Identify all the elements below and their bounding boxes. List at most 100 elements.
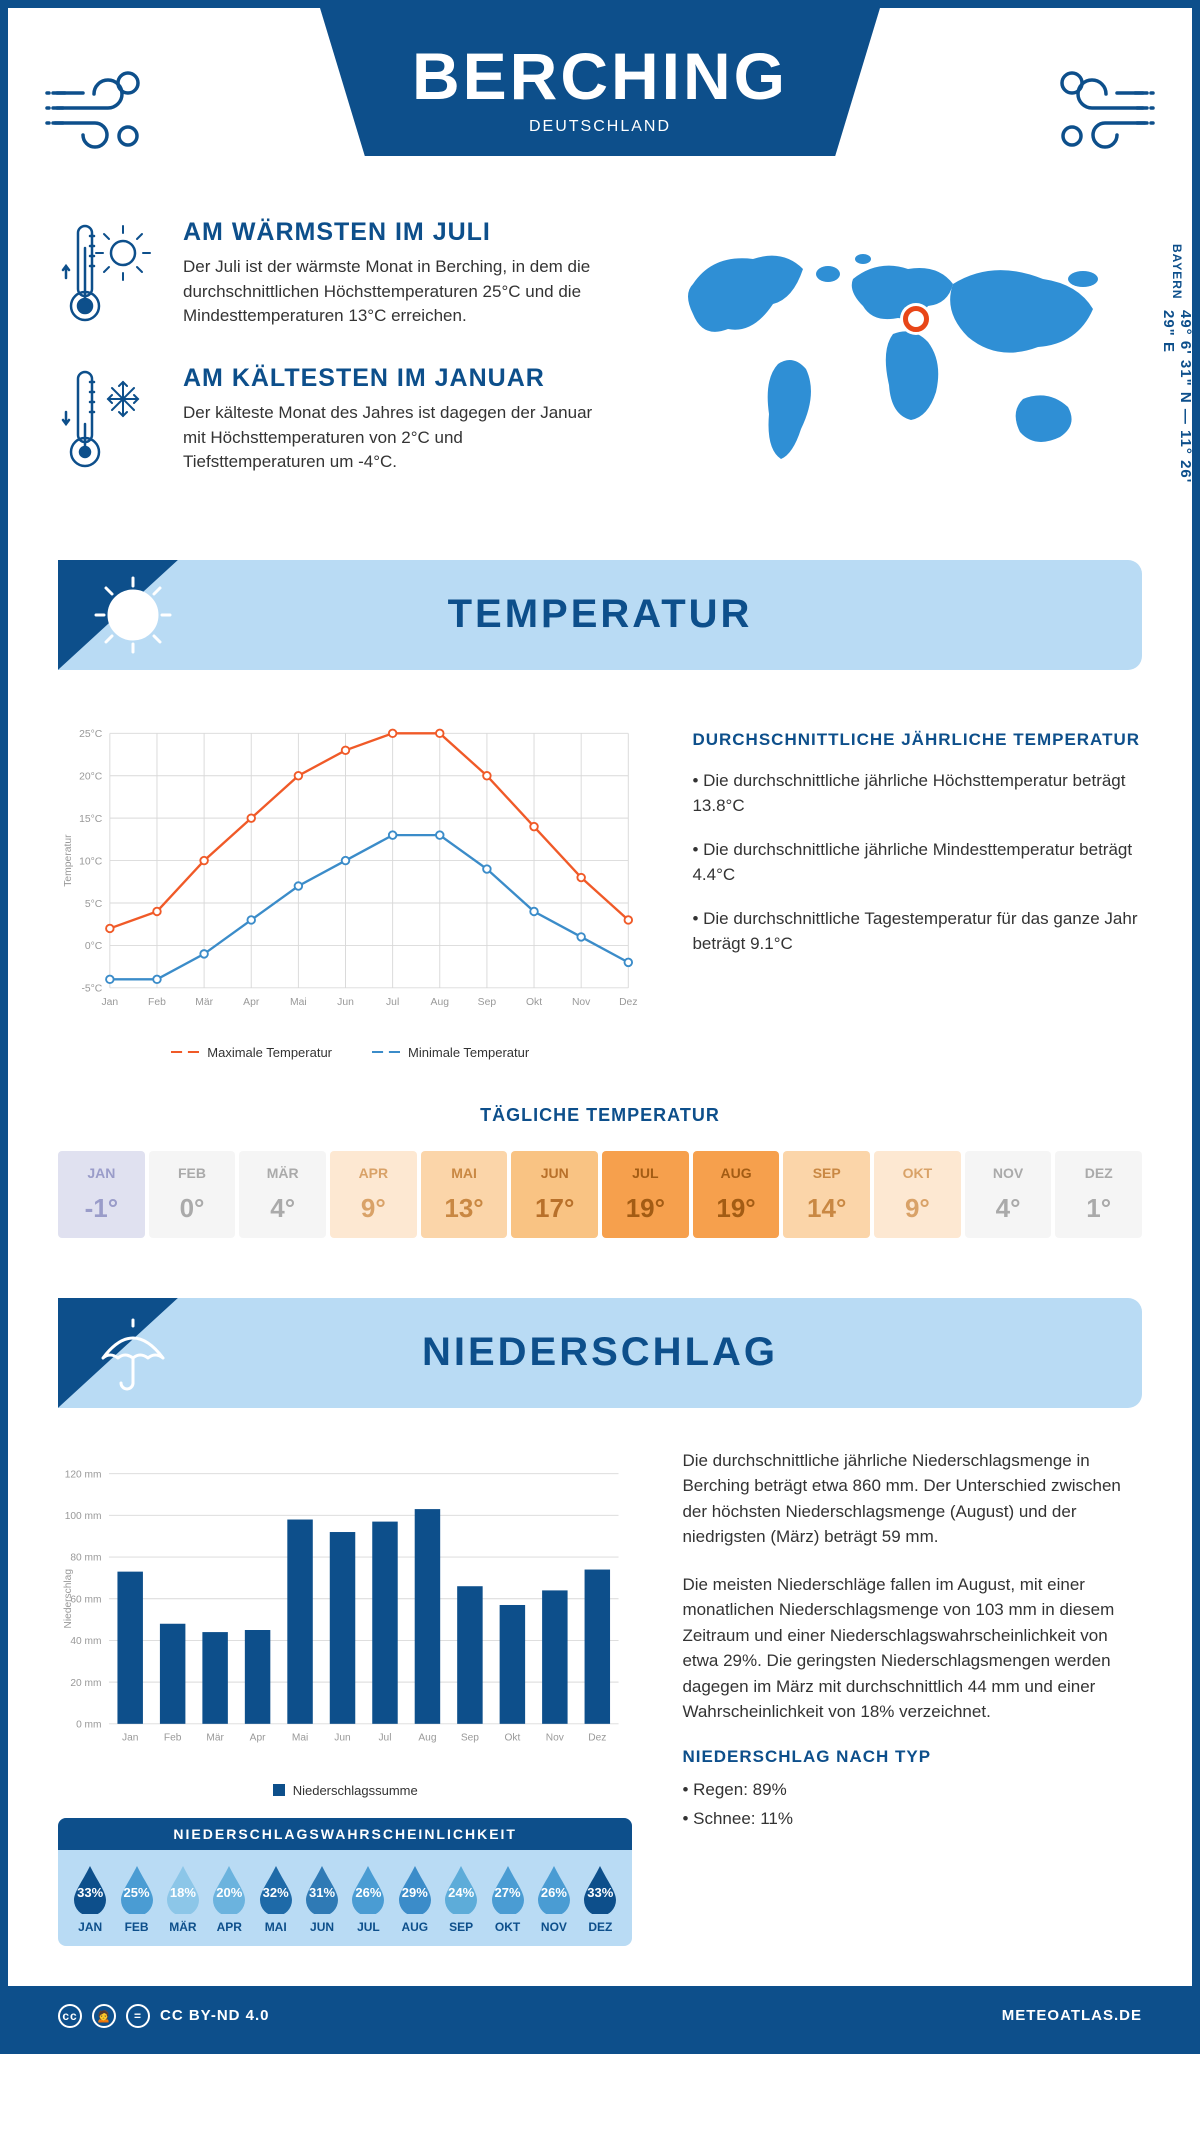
temperature-line-chart: -5°C0°C5°C10°C15°C20°C25°CJanFebMärAprMa… xyxy=(58,710,642,1060)
svg-text:10°C: 10°C xyxy=(79,856,103,867)
map-marker xyxy=(903,306,929,332)
precip-text: Die durchschnittliche jährliche Niedersc… xyxy=(682,1448,1142,1550)
raindrop-icon: 18% xyxy=(163,1864,203,1914)
city-title: BERCHING xyxy=(410,38,790,114)
svg-text:0 mm: 0 mm xyxy=(76,1719,101,1730)
cc-icon: cc xyxy=(58,2004,82,2028)
svg-text:Jul: Jul xyxy=(378,1732,391,1743)
svg-text:Mai: Mai xyxy=(290,997,307,1008)
nd-icon: = xyxy=(126,2004,150,2028)
prob-heading: NIEDERSCHLAGSWAHRSCHEINLICHKEIT xyxy=(58,1818,632,1850)
daily-temp-cell: JUN17° xyxy=(511,1151,598,1238)
daily-temp-heading: TÄGLICHE TEMPERATUR xyxy=(8,1105,1192,1126)
svg-text:Jan: Jan xyxy=(101,997,118,1008)
temp-avg-heading: DURCHSCHNITTLICHE JÄHRLICHE TEMPERATUR xyxy=(692,730,1142,750)
prob-cell: 20%APR xyxy=(207,1864,251,1934)
prob-cell: 33%DEZ xyxy=(578,1864,622,1934)
svg-text:Okt: Okt xyxy=(504,1732,520,1743)
raindrop-icon: 32% xyxy=(256,1864,296,1914)
prob-cell: 18%MÄR xyxy=(161,1864,205,1934)
fact-cold-title: AM KÄLTESTEN IM JANUAR xyxy=(183,364,605,393)
daily-temp-cell: SEP14° xyxy=(783,1151,870,1238)
raindrop-icon: 26% xyxy=(534,1864,574,1914)
svg-text:0°C: 0°C xyxy=(85,941,103,952)
svg-text:60 mm: 60 mm xyxy=(70,1594,101,1605)
daily-temp-cell: AUG19° xyxy=(693,1151,780,1238)
svg-text:Niederschlag: Niederschlag xyxy=(63,1569,74,1629)
title-ribbon: BERCHING DEUTSCHLAND xyxy=(320,8,880,156)
svg-text:5°C: 5°C xyxy=(85,899,103,910)
prob-cell: 26%JUL xyxy=(346,1864,390,1934)
fact-warm-title: AM WÄRMSTEN IM JULI xyxy=(183,218,605,247)
footer-site: METEOATLAS.DE xyxy=(1002,2007,1142,2024)
prob-cell: 33%JAN xyxy=(68,1864,112,1934)
raindrop-icon: 24% xyxy=(441,1864,481,1914)
fact-warmest: AM WÄRMSTEN IM JULI Der Juli ist der wär… xyxy=(58,218,605,329)
daily-temp-cell: APR9° xyxy=(330,1151,417,1238)
svg-text:Feb: Feb xyxy=(164,1732,182,1743)
precip-text: Die meisten Niederschläge fallen im Augu… xyxy=(682,1572,1142,1725)
svg-text:Temperatur: Temperatur xyxy=(63,834,74,887)
temp-bullet: • Die durchschnittliche jährliche Höchst… xyxy=(692,768,1142,819)
svg-text:Sep: Sep xyxy=(478,997,497,1008)
raindrop-icon: 20% xyxy=(209,1864,249,1914)
country-subtitle: DEUTSCHLAND xyxy=(410,118,790,136)
prob-cell: 26%NOV xyxy=(532,1864,576,1934)
prob-cell: 29%AUG xyxy=(393,1864,437,1934)
svg-text:Dez: Dez xyxy=(619,997,637,1008)
daily-temp-cell: FEB0° xyxy=(149,1151,236,1238)
fact-cold-text: Der kälteste Monat des Jahres ist dagege… xyxy=(183,401,605,475)
svg-text:Nov: Nov xyxy=(572,997,591,1008)
raindrop-icon: 29% xyxy=(395,1864,435,1914)
svg-text:Jul: Jul xyxy=(386,997,399,1008)
thermometer-snow-icon xyxy=(58,364,158,474)
sun-icon xyxy=(88,570,178,660)
daily-temp-cell: MAI13° xyxy=(421,1151,508,1238)
header: BERCHING DEUTSCHLAND xyxy=(8,8,1192,198)
svg-text:Jan: Jan xyxy=(122,1732,138,1743)
by-icon: 🙍 xyxy=(92,2004,116,2028)
fact-coldest: AM KÄLTESTEN IM JANUAR Der kälteste Mona… xyxy=(58,364,605,475)
precip-bytype-heading: NIEDERSCHLAG NACH TYP xyxy=(682,1747,1142,1767)
footer: cc 🙍 = CC BY-ND 4.0 METEOATLAS.DE xyxy=(8,1986,1192,2046)
svg-text:Okt: Okt xyxy=(526,997,542,1008)
raindrop-icon: 31% xyxy=(302,1864,342,1914)
raindrop-icon: 26% xyxy=(348,1864,388,1914)
svg-text:20 mm: 20 mm xyxy=(70,1678,101,1689)
wind-icon xyxy=(1037,48,1157,168)
section-precipitation-header: NIEDERSCHLAG xyxy=(58,1298,1142,1408)
thermometer-sun-icon xyxy=(58,218,158,328)
svg-text:Feb: Feb xyxy=(148,997,166,1008)
daily-temp-table: JAN-1°FEB0°MÄR4°APR9°MAI13°JUN17°JUL19°A… xyxy=(8,1151,1192,1288)
svg-text:100 mm: 100 mm xyxy=(65,1511,102,1522)
daily-temp-cell: JAN-1° xyxy=(58,1151,145,1238)
temp-bullet: • Die durchschnittliche Tagestemperatur … xyxy=(692,906,1142,957)
precipitation-bar-chart: 0 mm20 mm40 mm60 mm80 mm100 mm120 mmJanF… xyxy=(58,1448,632,1798)
prob-cell: 25%FEB xyxy=(114,1864,158,1934)
svg-text:-5°C: -5°C xyxy=(81,983,102,994)
wind-icon xyxy=(43,48,163,168)
temp-bullet: • Die durchschnittliche jährliche Mindes… xyxy=(692,837,1142,888)
svg-text:25°C: 25°C xyxy=(79,729,103,740)
prob-cell: 32%MAI xyxy=(254,1864,298,1934)
svg-text:Sep: Sep xyxy=(461,1732,479,1743)
svg-text:Aug: Aug xyxy=(418,1732,436,1743)
svg-text:Apr: Apr xyxy=(250,1732,266,1743)
svg-text:Mär: Mär xyxy=(206,1732,224,1743)
daily-temp-cell: OKT9° xyxy=(874,1151,961,1238)
daily-temp-cell: JUL19° xyxy=(602,1151,689,1238)
world-map xyxy=(645,218,1142,510)
svg-text:Dez: Dez xyxy=(588,1732,606,1743)
svg-text:Mär: Mär xyxy=(195,997,213,1008)
daily-temp-cell: DEZ1° xyxy=(1055,1151,1142,1238)
precipitation-probability-table: NIEDERSCHLAGSWAHRSCHEINLICHKEIT 33%JAN 2… xyxy=(58,1818,632,1946)
section-title: NIEDERSCHLAG xyxy=(58,1330,1142,1375)
svg-text:80 mm: 80 mm xyxy=(70,1553,101,1564)
svg-text:Jun: Jun xyxy=(334,1732,350,1743)
prob-cell: 24%SEP xyxy=(439,1864,483,1934)
svg-text:120 mm: 120 mm xyxy=(65,1469,102,1480)
license-text: CC BY-ND 4.0 xyxy=(160,2007,270,2024)
svg-text:Nov: Nov xyxy=(546,1732,565,1743)
svg-text:15°C: 15°C xyxy=(79,814,103,825)
svg-text:Aug: Aug xyxy=(431,997,450,1008)
